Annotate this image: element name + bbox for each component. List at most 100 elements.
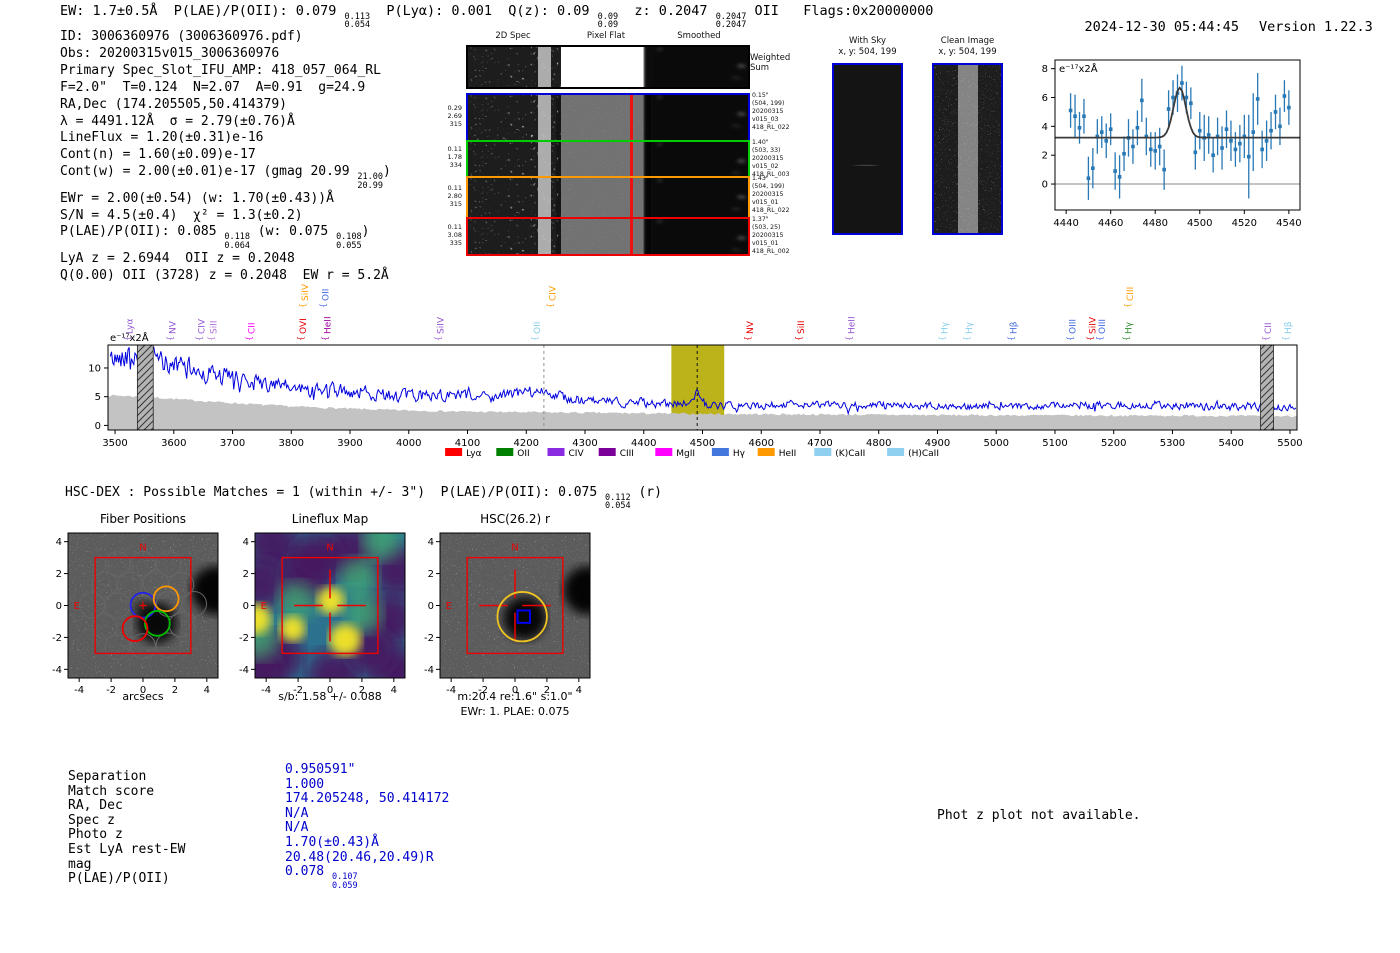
withsky-image (832, 63, 903, 235)
svg-text:-2: -2 (239, 633, 249, 644)
svg-text:{: { (1261, 336, 1270, 341)
emission-line-label: Hγ (941, 321, 951, 334)
svg-text:0: 0 (512, 685, 518, 696)
svg-text:2: 2 (1042, 151, 1048, 162)
svg-text:4000: 4000 (396, 438, 421, 449)
svg-text:0: 0 (140, 685, 146, 696)
svg-text:4700: 4700 (807, 438, 832, 449)
emission-line-label: Hγ (1124, 321, 1134, 334)
spectrum-units-annotation: e⁻¹⁷x2Å (110, 331, 149, 344)
emission-line-label: CII (247, 322, 257, 334)
svg-text:0: 0 (428, 601, 434, 612)
cutout-row (466, 45, 750, 89)
svg-text:HeII: HeII (779, 449, 797, 459)
svg-text:{: { (546, 303, 555, 308)
emission-line-label: Lyα (126, 318, 136, 334)
match-row-label: Spec z (68, 812, 115, 828)
svg-text:4: 4 (243, 537, 249, 548)
fiber-circle (116, 571, 143, 598)
compass-east-label: E (261, 601, 267, 612)
info-line: LyA z = 2.6944 OII z = 0.2048 (60, 250, 295, 266)
svg-text:5300: 5300 (1160, 438, 1185, 449)
line-fit-chart: 4440 4460 4480 4500 4520 4540 0 2 4 6 8 e⁻¹⁷x2Å (1042, 59, 1302, 229)
emission-line-label: Hβ (1009, 321, 1019, 334)
photz-note: Phot z plot not available. (937, 808, 1141, 823)
svg-text:Lyα: Lyα (466, 449, 482, 459)
svg-text:4440: 4440 (1053, 218, 1078, 229)
svg-text:(K)CaII: (K)CaII (835, 449, 865, 459)
svg-text:0: 0 (95, 421, 101, 432)
svg-text:5000: 5000 (983, 438, 1008, 449)
header-right: 2024-12-30 05:44:45 Version 1.22.3 (1052, 3, 1373, 51)
cutout-row-right-label: 1.40" (503, 33) 20200315 v015_02 418_RL_003 (752, 139, 790, 179)
aperture-circle (496, 591, 548, 643)
masked-region (136, 344, 154, 431)
cleanimage-image (932, 63, 1003, 235)
info-block: ID: 3006360976 (3006360976.pdf) Obs: 2020… (60, 29, 391, 285)
spectrum-legend: Lyα OII CIV CIII MgII Hγ HeII (K)CaII (H)CaII (445, 448, 939, 459)
match-row-label: Separation (68, 769, 147, 784)
match-row-value: 20.48(20.46,20.49)R (285, 849, 434, 865)
emission-line-label: SiIV (1089, 316, 1099, 334)
svg-text:CIV: CIV (569, 449, 585, 459)
svg-text:-4: -4 (52, 665, 62, 676)
info-line: S/N = 4.5(±0.4) χ² = 1.3(±0.2) (60, 207, 303, 223)
svg-text:-2: -2 (424, 633, 434, 644)
info-line: LineFlux = 1.20(±0.31)e-16 (60, 130, 264, 146)
svg-text:5: 5 (95, 392, 101, 403)
emission-line-label: OII (321, 289, 331, 301)
svg-text:4900: 4900 (925, 438, 950, 449)
emission-line-label: OII (533, 322, 543, 334)
match-row-value: 174.205248, 50.414172 (285, 791, 450, 807)
withsky-noise (834, 65, 901, 233)
svg-text:3800: 3800 (279, 438, 304, 449)
svg-text:4300: 4300 (572, 438, 597, 449)
cleanimage-noise (934, 65, 1001, 233)
svg-text:{: { (298, 303, 307, 308)
info-line: RA,Dec (174.205505,50.414379) (60, 96, 287, 112)
match-row: Spec z N/A (68, 806, 449, 829)
svg-text:CIII: CIII (620, 449, 634, 459)
selected-fiber-circle (152, 585, 180, 613)
svg-text:2: 2 (544, 685, 550, 696)
cutout-row (466, 217, 750, 256)
svg-text:0: 0 (243, 601, 249, 612)
withsky-title: With Sky (848, 36, 887, 46)
svg-text:-4: -4 (261, 685, 271, 696)
cutout-row-left-label: 0.11 3.08 335 (447, 222, 462, 247)
match-row-value: 1.000 (285, 776, 325, 792)
fiber-circle (104, 592, 131, 619)
fiber-circle (91, 613, 118, 640)
info-line: P(LAE)/P(OII): 0.085 0.118 0.064 (w: 0.07… (60, 224, 370, 251)
match-row: mag 20.48(20.46,20.49)R (68, 850, 449, 873)
svg-text:(H)CaII: (H)CaII (908, 449, 939, 459)
svg-text:-2: -2 (293, 685, 303, 696)
panel-caption: m:20.4 re:1.6" s:1.0" (457, 690, 573, 703)
fiber-positions-title: Fiber Positions (99, 512, 187, 526)
cutout-row (466, 140, 750, 178)
svg-text:{: { (1066, 336, 1075, 341)
cutout-col-title-2dspec: 2D Spec (495, 31, 531, 41)
cutout-row-image (468, 142, 748, 176)
extraction-box (94, 556, 192, 655)
fiber-circle (104, 634, 131, 660)
svg-text:{: { (1121, 336, 1130, 341)
svg-text:0: 0 (327, 685, 333, 696)
svg-text:4520: 4520 (1232, 218, 1257, 229)
svg-text:4200: 4200 (514, 438, 539, 449)
info-line: Obs: 20200315v015_3006360976 (60, 45, 280, 61)
match-row-value: 0.078 0.107 0.059 (285, 864, 358, 891)
cutout-row-image (468, 178, 748, 217)
info-line: F=2.0" T=0.124 N=2.07 A=0.91 g=24.9 (60, 79, 366, 95)
svg-text:4: 4 (1042, 122, 1048, 133)
svg-text:{: { (1086, 336, 1095, 341)
svg-text:2: 2 (359, 685, 365, 696)
svg-text:4500: 4500 (690, 438, 715, 449)
svg-text:{: { (938, 336, 947, 341)
emission-line-label: SiIV (436, 316, 446, 334)
noise-floor-area (108, 394, 1297, 430)
cutout-weighted-label: Weighted Sum (750, 53, 790, 73)
header-datetime: 2024-12-30 05:44:45 (1084, 19, 1239, 35)
withsky-subtitle: x, y: 504, 199 (838, 47, 897, 57)
